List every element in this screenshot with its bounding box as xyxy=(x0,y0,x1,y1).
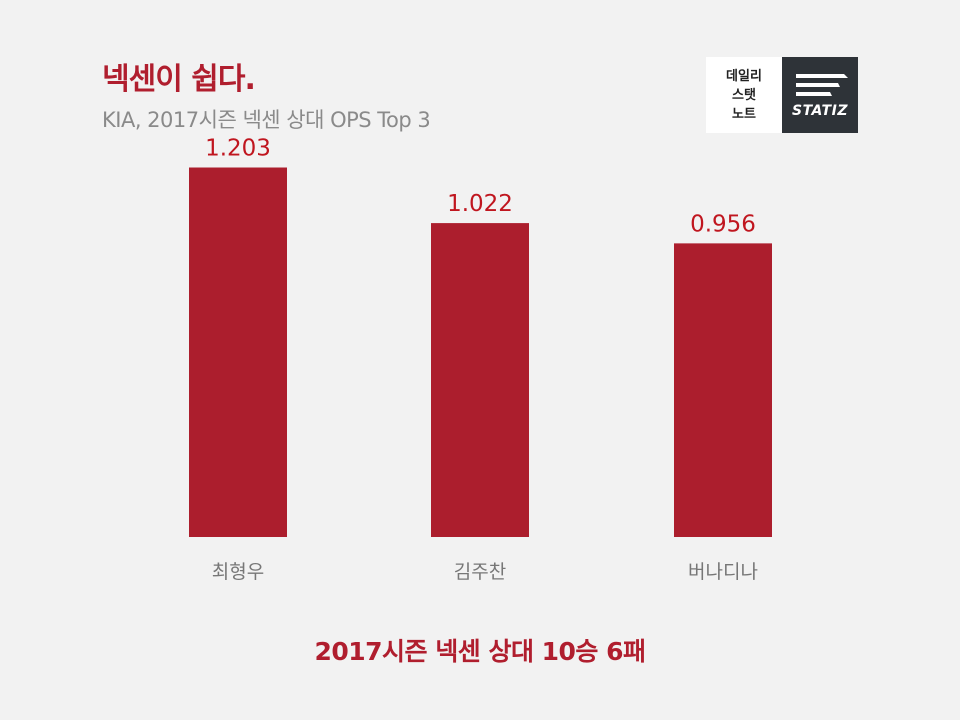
value-label-1: 1.203 xyxy=(205,136,271,162)
value-label-2: 1.022 xyxy=(447,191,513,217)
season-record-note: 2017시즌 넥센 상대 10승 6패 xyxy=(0,632,960,668)
category-label-1: 최형우 xyxy=(212,561,264,583)
category-label-3: 버나디나 xyxy=(688,561,758,583)
bar-3 xyxy=(674,243,772,537)
category-label-2: 김주찬 xyxy=(454,561,506,583)
value-label-3: 0.956 xyxy=(690,211,756,237)
bar-2 xyxy=(431,223,529,537)
bar-1 xyxy=(189,168,287,537)
